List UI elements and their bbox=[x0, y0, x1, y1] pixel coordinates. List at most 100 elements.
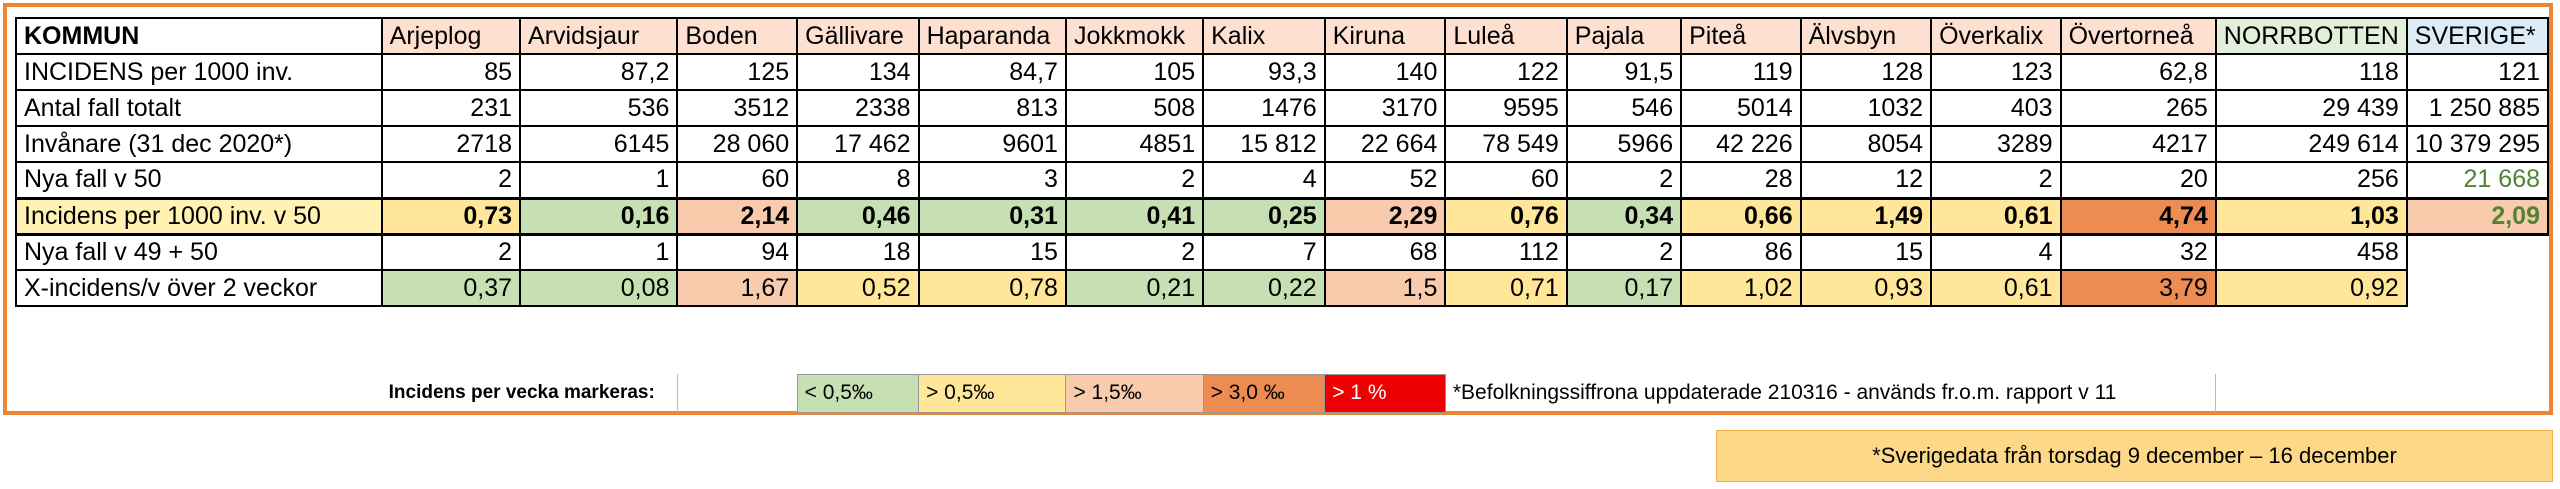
table-cell: 0,71 bbox=[1444, 269, 1568, 307]
table-cell: 3 bbox=[917, 161, 1067, 199]
table-cell: 91,5 bbox=[1565, 53, 1683, 91]
table-cell: 256 bbox=[2214, 161, 2408, 199]
table-cell: 9601 bbox=[917, 125, 1067, 163]
table-cell: 84,7 bbox=[917, 53, 1067, 91]
table-cell: 0,61 bbox=[1930, 269, 2062, 307]
header-row: KOMMUN Arjeplog Arvidsjaur Boden Gälliva… bbox=[15, 17, 2550, 55]
table-cell: 15 bbox=[1799, 233, 1933, 271]
column-header: Älvsbyn bbox=[1799, 17, 1933, 55]
table-cell: 21 668 bbox=[2405, 161, 2550, 199]
table-cell: 0,37 bbox=[380, 269, 522, 307]
table-cell: 119 bbox=[1680, 53, 1802, 91]
legend-title: Incidens per vecka markeras: bbox=[388, 382, 655, 403]
table-row: Nya fall v 50 2 1 60 8 3 2 4 52 60 2 28 … bbox=[15, 161, 2550, 199]
table-cell: 2 bbox=[1064, 233, 1205, 271]
column-header: Kiruna bbox=[1323, 17, 1447, 55]
column-header-norrbotten: NORRBOTTEN bbox=[2214, 17, 2408, 55]
table-cell: 22 664 bbox=[1323, 125, 1447, 163]
row-label: Incidens per 1000 inv. v 50 bbox=[15, 196, 383, 236]
row-label: Antal fall totalt bbox=[15, 89, 383, 127]
table-cell: 2,09 bbox=[2405, 196, 2550, 236]
table-cell: 2,29 bbox=[1323, 196, 1447, 236]
table-cell: 231 bbox=[380, 89, 522, 127]
table-cell: 4,74 bbox=[2059, 196, 2217, 236]
table-cell: 4851 bbox=[1064, 125, 1205, 163]
table-cell: 12 bbox=[1799, 161, 1933, 199]
table-cell: 3,79 bbox=[2059, 269, 2217, 307]
row-label: Nya fall v 49 + 50 bbox=[15, 233, 383, 271]
table-cell: 10 379 295 bbox=[2405, 125, 2550, 163]
table-cell: 1,67 bbox=[676, 269, 799, 307]
report-frame: KOMMUN Arjeplog Arvidsjaur Boden Gälliva… bbox=[3, 3, 2553, 415]
column-header: Piteå bbox=[1680, 17, 1802, 55]
table-cell: 128 bbox=[1799, 53, 1933, 91]
table-cell: 118 bbox=[2214, 53, 2408, 91]
table-cell: 0,08 bbox=[519, 269, 679, 307]
table-cell: 8 bbox=[796, 161, 920, 199]
table-cell: 105 bbox=[1064, 53, 1205, 91]
table-cell: 121 bbox=[2405, 53, 2550, 91]
column-header: Jokkmokk bbox=[1064, 17, 1205, 55]
column-header: Boden bbox=[676, 17, 799, 55]
table-cell: 93,3 bbox=[1202, 53, 1326, 91]
table-cell: 1476 bbox=[1202, 89, 1326, 127]
table-cell: 0,41 bbox=[1064, 196, 1205, 236]
table-cell: 508 bbox=[1064, 89, 1205, 127]
table-row: Nya fall v 49 + 50 2 1 94 18 15 2 7 68 1… bbox=[15, 233, 2548, 271]
table-cell: 94 bbox=[676, 233, 799, 271]
column-header: Gällivare bbox=[796, 17, 920, 55]
table-cell: 536 bbox=[519, 89, 679, 127]
table-cell: 134 bbox=[796, 53, 920, 91]
table-row: Invånare (31 dec 2020*) 2718 6145 28 060… bbox=[15, 125, 2550, 163]
table-cell: 15 812 bbox=[1202, 125, 1326, 163]
table-cell: 2 bbox=[1565, 233, 1683, 271]
table-row-two-week-incidence: X-incidens/v över 2 veckor 0,37 0,08 1,6… bbox=[15, 269, 2548, 307]
table-cell: 68 bbox=[1323, 233, 1447, 271]
table-cell: 0,66 bbox=[1680, 196, 1802, 236]
column-header: Arvidsjaur bbox=[519, 17, 679, 55]
table-cell: 2338 bbox=[796, 89, 920, 127]
row-label: INCIDENS per 1000 inv. bbox=[15, 53, 383, 91]
table-cell: 9595 bbox=[1444, 89, 1568, 127]
row-label: Invånare (31 dec 2020*) bbox=[15, 125, 383, 163]
sweden-data-footnote: *Sverigedata från torsdag 9 december – 1… bbox=[1716, 430, 2553, 482]
table-cell: 0,34 bbox=[1565, 196, 1683, 236]
table-cell: 2 bbox=[1565, 161, 1683, 199]
table-cell: 87,2 bbox=[519, 53, 679, 91]
row-label: Nya fall v 50 bbox=[15, 161, 383, 199]
table-cell: 2 bbox=[380, 233, 522, 271]
legend-item-yellow: > 0,5‰ bbox=[918, 373, 1067, 413]
table-cell: 28 060 bbox=[676, 125, 799, 163]
table-cell: 1 bbox=[519, 161, 679, 199]
column-header: Kalix bbox=[1202, 17, 1326, 55]
table-cell: 0,78 bbox=[917, 269, 1067, 307]
table-cell: 32 bbox=[2059, 233, 2217, 271]
table-cell: 62,8 bbox=[2059, 53, 2217, 91]
table-cell: 42 226 bbox=[1680, 125, 1802, 163]
table-cell: 4217 bbox=[2059, 125, 2217, 163]
table-cell: 125 bbox=[676, 53, 799, 91]
table-cell: 85 bbox=[380, 53, 522, 91]
table-cell: 2 bbox=[380, 161, 522, 199]
table-cell: 17 462 bbox=[796, 125, 920, 163]
table-cell: 249 614 bbox=[2214, 125, 2408, 163]
legend-item-pink: > 1,5‰ bbox=[1065, 373, 1204, 413]
table-cell: 0,61 bbox=[1930, 196, 2062, 236]
table-cell: 0,73 bbox=[380, 196, 522, 236]
table-cell: 5966 bbox=[1565, 125, 1683, 163]
table-cell: 122 bbox=[1444, 53, 1568, 91]
table-cell: 0,46 bbox=[796, 196, 920, 236]
table-cell: 86 bbox=[1680, 233, 1802, 271]
table-cell: 265 bbox=[2059, 89, 2217, 127]
table-row: INCIDENS per 1000 inv. 85 87,2 125 134 8… bbox=[15, 53, 2550, 91]
table-cell: 1032 bbox=[1799, 89, 1933, 127]
table-cell: 15 bbox=[917, 233, 1067, 271]
table-cell: 0,93 bbox=[1799, 269, 1933, 307]
legend-item-red: > 1 % bbox=[1324, 373, 1446, 413]
header-corner: KOMMUN bbox=[15, 17, 383, 55]
table-cell: 3170 bbox=[1323, 89, 1447, 127]
spacer-row bbox=[16, 306, 2548, 374]
table-cell: 0,16 bbox=[519, 196, 679, 236]
table-cell: 1,49 bbox=[1799, 196, 1933, 236]
table-cell: 458 bbox=[2214, 233, 2408, 271]
